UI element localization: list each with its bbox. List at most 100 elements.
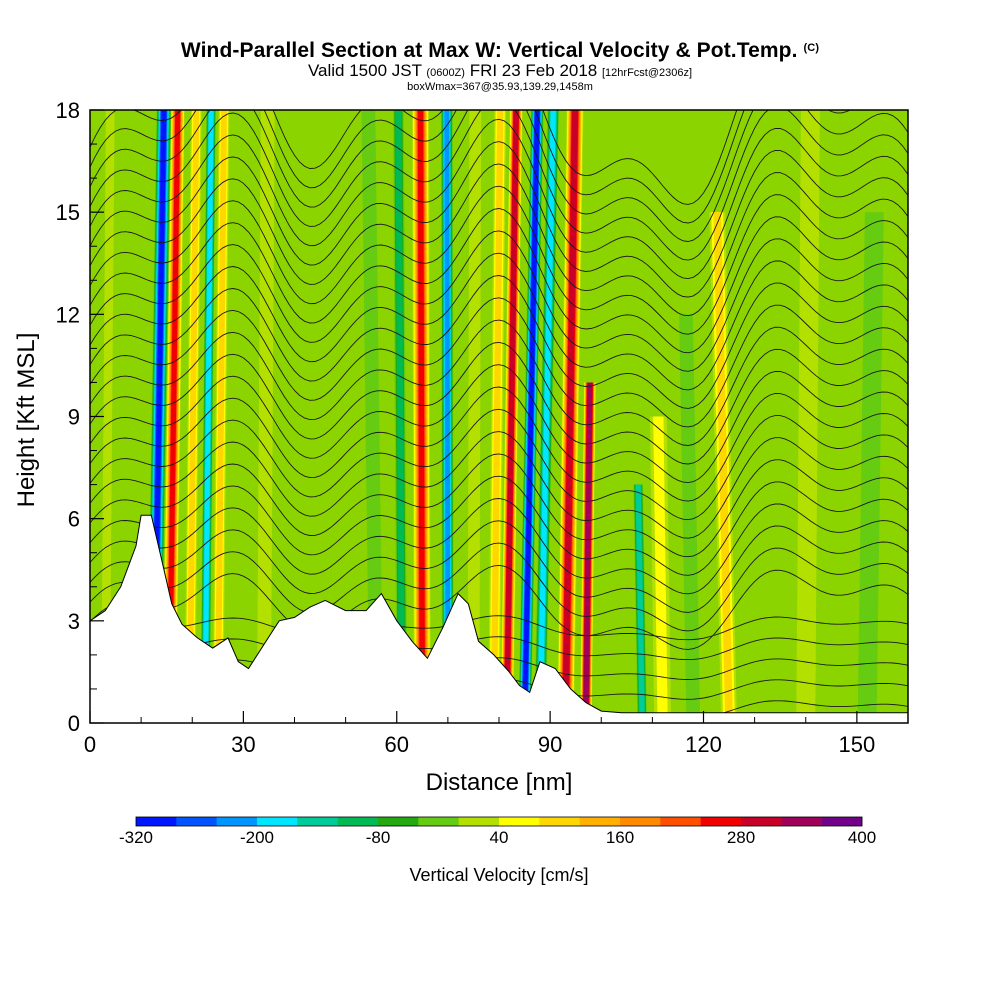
valid-time: Valid 1500 JST — [307, 61, 422, 80]
velocity-band-shade — [186, 110, 200, 723]
colorbar-swatch — [458, 817, 500, 826]
colorbar: -320 -200 -80 40 160 280 400 — [119, 816, 876, 847]
velocity-band — [184, 110, 202, 723]
x-tick-label: 150 — [839, 732, 876, 757]
chart-title: Wind-Parallel Section at Max W: Vertical… — [180, 39, 798, 62]
valid-date: FRI 23 Feb 2018 — [469, 61, 598, 80]
isentrope-line — [90, 475, 908, 576]
y-tick-label: 3 — [68, 609, 80, 634]
forecast-info: [12hrFcst@2306z] — [602, 67, 693, 79]
colorbar-tick-label: 160 — [606, 828, 634, 847]
velocity-band-shade — [395, 110, 405, 723]
y-tick-label: 6 — [68, 507, 80, 532]
velocity-band — [857, 212, 884, 723]
velocity-band-shade — [679, 314, 701, 723]
velocity-band-shade — [166, 110, 181, 723]
velocity-band — [557, 110, 584, 723]
colorbar-frame — [135, 816, 863, 827]
isentrope-line — [90, 386, 908, 502]
colorbar-tick-label: 400 — [848, 828, 876, 847]
colorbar-tick-label: 280 — [727, 828, 755, 847]
velocity-band-shade — [796, 110, 820, 723]
isentrope-line — [90, 564, 908, 650]
velocity-band — [200, 110, 216, 723]
boxwmax-line: boxWmax=367@35.93,139.29,1458m — [407, 81, 593, 93]
chart-header: Wind-Parallel Section at Max W: Vertical… — [0, 36, 1000, 93]
velocity-band-shade — [583, 382, 593, 723]
velocity-band-shade — [635, 484, 645, 723]
colorbar-swatch — [821, 817, 863, 826]
velocity-band-shade — [467, 110, 482, 723]
isentrope-line — [90, 230, 908, 372]
velocity-band — [534, 110, 560, 723]
x-tick-label: 0 — [84, 732, 96, 757]
velocity-band — [393, 110, 408, 723]
vertical-velocity-field — [100, 110, 884, 723]
velocity-band — [518, 110, 544, 723]
y-axis: 0 3 6 9 12 15 18 — [56, 98, 104, 736]
velocity-band — [467, 110, 482, 723]
velocity-band-shade — [713, 212, 733, 723]
isentrope-line — [90, 185, 908, 335]
isentrope-line — [90, 110, 908, 261]
isentrope-line — [90, 498, 908, 595]
chart-title-line: Wind-Parallel Section at Max W: Vertical… — [0, 36, 1000, 63]
colorbar-label: Vertical Velocity [cm/s] — [409, 865, 588, 885]
colorbar-swatch — [499, 817, 540, 826]
y-tick-label: 18 — [56, 98, 80, 123]
colorbar-tick-label: -80 — [366, 828, 391, 847]
x-tick-label: 90 — [538, 732, 562, 757]
isentrope-line — [90, 141, 908, 298]
x-axis-label: Distance [nm] — [426, 769, 573, 796]
velocity-band-shade — [444, 110, 451, 723]
velocity-band-shade — [537, 110, 556, 723]
isentrope-line — [90, 408, 908, 521]
y-axis-label: Height [Kft MSL] — [13, 333, 40, 508]
colorbar-swatch — [418, 817, 459, 826]
colorbar-swatch — [579, 817, 621, 826]
velocity-band-shade — [522, 110, 540, 723]
valid-zulu: (0600Z) — [426, 67, 465, 79]
y-tick-label: 0 — [68, 711, 80, 736]
velocity-band — [100, 110, 115, 723]
colorbar-tick-label: -200 — [240, 828, 274, 847]
colorbar-swatch — [337, 817, 379, 826]
y-tick-label: 9 — [68, 405, 80, 430]
velocity-band-shade — [202, 110, 214, 723]
velocity-band — [361, 110, 384, 723]
x-axis: 0 30 60 90 120 150 — [84, 711, 875, 757]
colorbar-swatch — [297, 817, 338, 826]
velocity-band-shade — [100, 110, 115, 723]
colorbar-swatch — [176, 817, 217, 826]
isentrope-line — [90, 118, 908, 280]
velocity-band — [488, 110, 507, 723]
colorbar-swatch — [378, 817, 419, 826]
isentrope-line — [90, 163, 908, 317]
velocity-band — [212, 110, 230, 723]
isentrope-line — [90, 341, 908, 465]
velocity-band — [796, 110, 820, 723]
isentrope-line — [90, 208, 908, 354]
colorbar-swatch — [620, 817, 661, 826]
isentrope-line — [90, 453, 908, 558]
y-tick-label: 15 — [56, 200, 80, 225]
velocity-band — [580, 382, 596, 723]
colorbar-swatch — [781, 817, 822, 826]
velocity-band-shade — [562, 110, 578, 723]
isentrope-line — [90, 275, 908, 409]
velocity-band — [679, 314, 701, 723]
velocity-band — [633, 484, 648, 723]
isentrope-line — [90, 297, 908, 428]
velocity-band-shade — [214, 110, 227, 723]
y-tick-label: 12 — [56, 302, 80, 327]
velocity-band-shade — [653, 416, 668, 723]
colorbar-swatch — [660, 817, 701, 826]
x-tick-label: 120 — [685, 732, 722, 757]
velocity-band — [162, 110, 185, 723]
velocity-band-shade — [490, 110, 504, 723]
isentrope-line — [90, 319, 908, 446]
colorbar-swatch — [136, 817, 177, 826]
velocity-band-shade — [857, 212, 884, 723]
velocity-band-shade — [361, 110, 384, 723]
